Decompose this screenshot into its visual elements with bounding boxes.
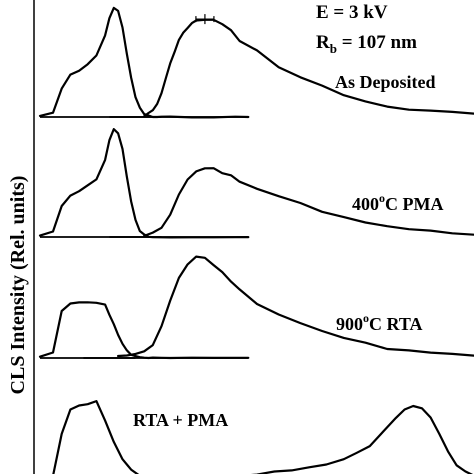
panel-2-label-main: 400 <box>352 194 379 214</box>
rb-suffix: = 107 nm <box>337 32 417 53</box>
panel-3-label-main: 900 <box>336 314 363 334</box>
panel-1-series-1-line <box>38 6 250 119</box>
rb-annotation: Rb = 107 nm <box>316 32 417 56</box>
y-axis-label: CLS Intensity (Rel. units) <box>7 176 29 395</box>
energy-annotation: E = 3 kV <box>316 2 388 23</box>
panel-4-label-main: RTA + PMA <box>133 410 228 430</box>
panel-2-series-1-line <box>38 128 250 239</box>
panel-1-label-main: As Deposited <box>335 72 436 92</box>
panel-3-series-2-line <box>117 255 474 358</box>
rb-prefix: R <box>316 32 330 53</box>
rb-subscript: b <box>330 41 337 56</box>
error-bar-marker <box>195 14 215 25</box>
panel-3-label-sup: o <box>363 311 369 325</box>
panel-2-label: 400oC PMA <box>352 191 443 214</box>
panel-2-label-suffix: C PMA <box>385 194 443 214</box>
panel-3-label-suffix: C RTA <box>369 314 423 334</box>
panel-3-label: 900oC RTA <box>336 311 423 334</box>
panel-4-series-2-line <box>250 404 474 474</box>
panel-4-series-1-line <box>52 400 140 474</box>
panel-2-series-2-line <box>143 167 474 237</box>
panel-1-label: As Deposited <box>335 72 436 92</box>
panel-3-series-1-line <box>38 301 250 360</box>
panel-1-series-2-line <box>143 18 474 118</box>
panel-2-label-sup: o <box>379 191 385 205</box>
panel-4-label: RTA + PMA <box>133 410 228 430</box>
